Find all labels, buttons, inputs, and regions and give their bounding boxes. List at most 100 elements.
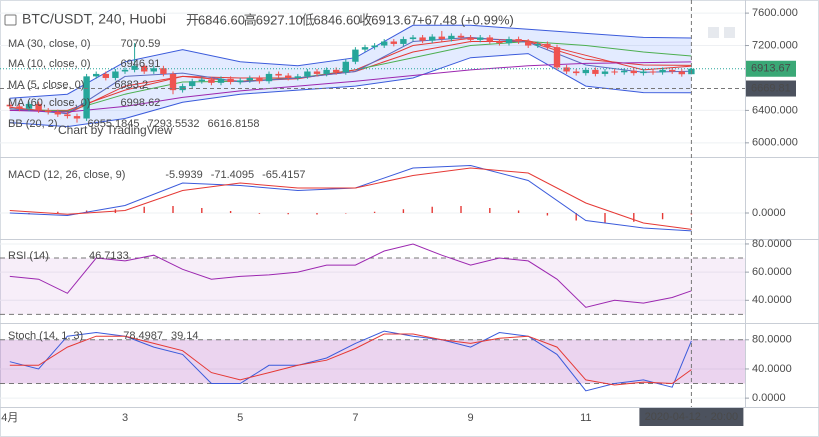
pane-close-button[interactable]: [724, 27, 735, 38]
candle-body: [265, 73, 273, 82]
candle-body: [678, 71, 685, 75]
candle-body: [496, 41, 503, 44]
candle-body: [217, 78, 225, 83]
pane-up-button[interactable]: [708, 27, 719, 38]
ma-line: [9, 37, 692, 115]
candle-body: [121, 69, 129, 72]
candle-body: [304, 71, 311, 77]
legend-value: 6946.91: [121, 58, 161, 70]
legend-name: MA (10, close, 0): [8, 58, 91, 70]
candle-body: [150, 68, 157, 72]
candle-body: [112, 71, 119, 78]
legend-name: MA (60, close, 0): [8, 97, 91, 109]
candle-body: [16, 106, 23, 109]
candle-body: [160, 68, 167, 74]
candle-body: [649, 71, 657, 73]
legend-name: MA (30, close, 0): [8, 38, 91, 50]
candle-body: [457, 35, 465, 38]
x-tick-label: 3: [122, 412, 128, 424]
y-tick-label: 60.0000: [752, 266, 792, 278]
legend-value: 6616.8158: [208, 118, 260, 130]
candle-body: [630, 70, 637, 74]
candle-body: [352, 49, 359, 62]
grid: [0, 12, 745, 399]
x-tick-label: 11: [580, 412, 591, 424]
watermark: Chart by TradingView: [58, 123, 173, 137]
bb-lower: [9, 53, 692, 128]
candle-body: [621, 70, 628, 73]
candle-body: [35, 103, 42, 111]
candle-body: [467, 37, 474, 40]
stoch-line: [9, 333, 692, 386]
candle-body: [381, 41, 388, 46]
y-tick-label: 7200.000: [752, 39, 798, 51]
candle-body: [102, 73, 109, 78]
ma-line: [9, 61, 692, 113]
legend-value: 6955.1845: [88, 118, 140, 130]
legend-value: 6883.2: [114, 79, 148, 91]
rsi-line: [9, 243, 692, 308]
crosshair-price-tag: [746, 80, 796, 97]
x-tick-label: 4月: [1, 412, 18, 424]
candle-body: [573, 71, 580, 74]
candle-body: [448, 35, 455, 40]
last-price-tag: [746, 60, 796, 77]
legend-value: 7070.59: [121, 38, 161, 50]
legend-value: 78.4987: [123, 330, 163, 342]
candle-body: [237, 80, 244, 83]
crosshair-price-label: 6669.81: [751, 82, 791, 94]
candle-body: [438, 36, 445, 40]
stat-value: 6846.60: [198, 12, 245, 27]
candle-body: [659, 69, 666, 73]
candle-body: [246, 77, 253, 81]
candle-body: [486, 37, 493, 42]
candle-body: [333, 69, 340, 73]
candle-body: [477, 37, 484, 40]
stat-name: 开: [186, 12, 199, 27]
chrome: 6000.000 6400.000 7200.000 7600.000 4月 3 5 7 9 11…: [0, 0, 819, 426]
legend-name: MA (5, close, 0): [8, 79, 84, 91]
y-tick-label: 40.0000: [752, 294, 792, 306]
candle-body: [390, 41, 397, 44]
legend-value: 46.7133: [89, 250, 129, 262]
crosshair-time-tag: [639, 408, 744, 426]
stat-value: 6927.10: [256, 12, 303, 27]
legend-value: -65.4157: [262, 169, 305, 181]
y-tick-label: 80.0000: [752, 334, 792, 346]
legend-name: MACD (12, 26, close, 9): [8, 169, 125, 181]
candle-body: [83, 76, 90, 119]
candle-body: [515, 39, 522, 42]
candle-body: [582, 69, 589, 74]
crosshair-time-label: 2020-04-12 · 20:00: [645, 411, 739, 423]
y-tick-label: 0.0000: [752, 392, 786, 404]
candle-body: [323, 69, 330, 74]
candle-body: [208, 79, 215, 83]
candle-body: [563, 67, 570, 72]
x-tick-label: 5: [237, 412, 243, 424]
legend-name: Stoch (14, 1, 3): [8, 330, 83, 342]
macd-line: [9, 167, 692, 230]
candle-body: [371, 45, 378, 48]
candle-body: [342, 61, 349, 73]
candle-body: [419, 37, 426, 41]
collapse-icon[interactable]: [4, 14, 17, 26]
ma-line: [9, 36, 692, 115]
stat-name: 高: [244, 12, 257, 27]
y-tick-label: 6000.000: [752, 137, 798, 149]
legend-name: BB (20, 2): [8, 118, 58, 130]
legend-value: 7293.5532: [148, 118, 200, 130]
candle-body: [64, 114, 71, 117]
candle-body: [256, 77, 263, 82]
candle-body: [93, 73, 100, 77]
x-tick-label: 9: [468, 412, 474, 424]
band-fill: [0, 258, 745, 315]
stat-value: 6846.60: [313, 12, 360, 27]
candle-body: [227, 78, 234, 83]
legend-value: -5.9939: [165, 169, 202, 181]
candle-body: [429, 36, 436, 41]
candle-body: [6, 104, 13, 107]
y-tick-label: 0.0000: [752, 207, 786, 219]
candle-body: [73, 116, 81, 119]
candle-body: [534, 43, 541, 46]
